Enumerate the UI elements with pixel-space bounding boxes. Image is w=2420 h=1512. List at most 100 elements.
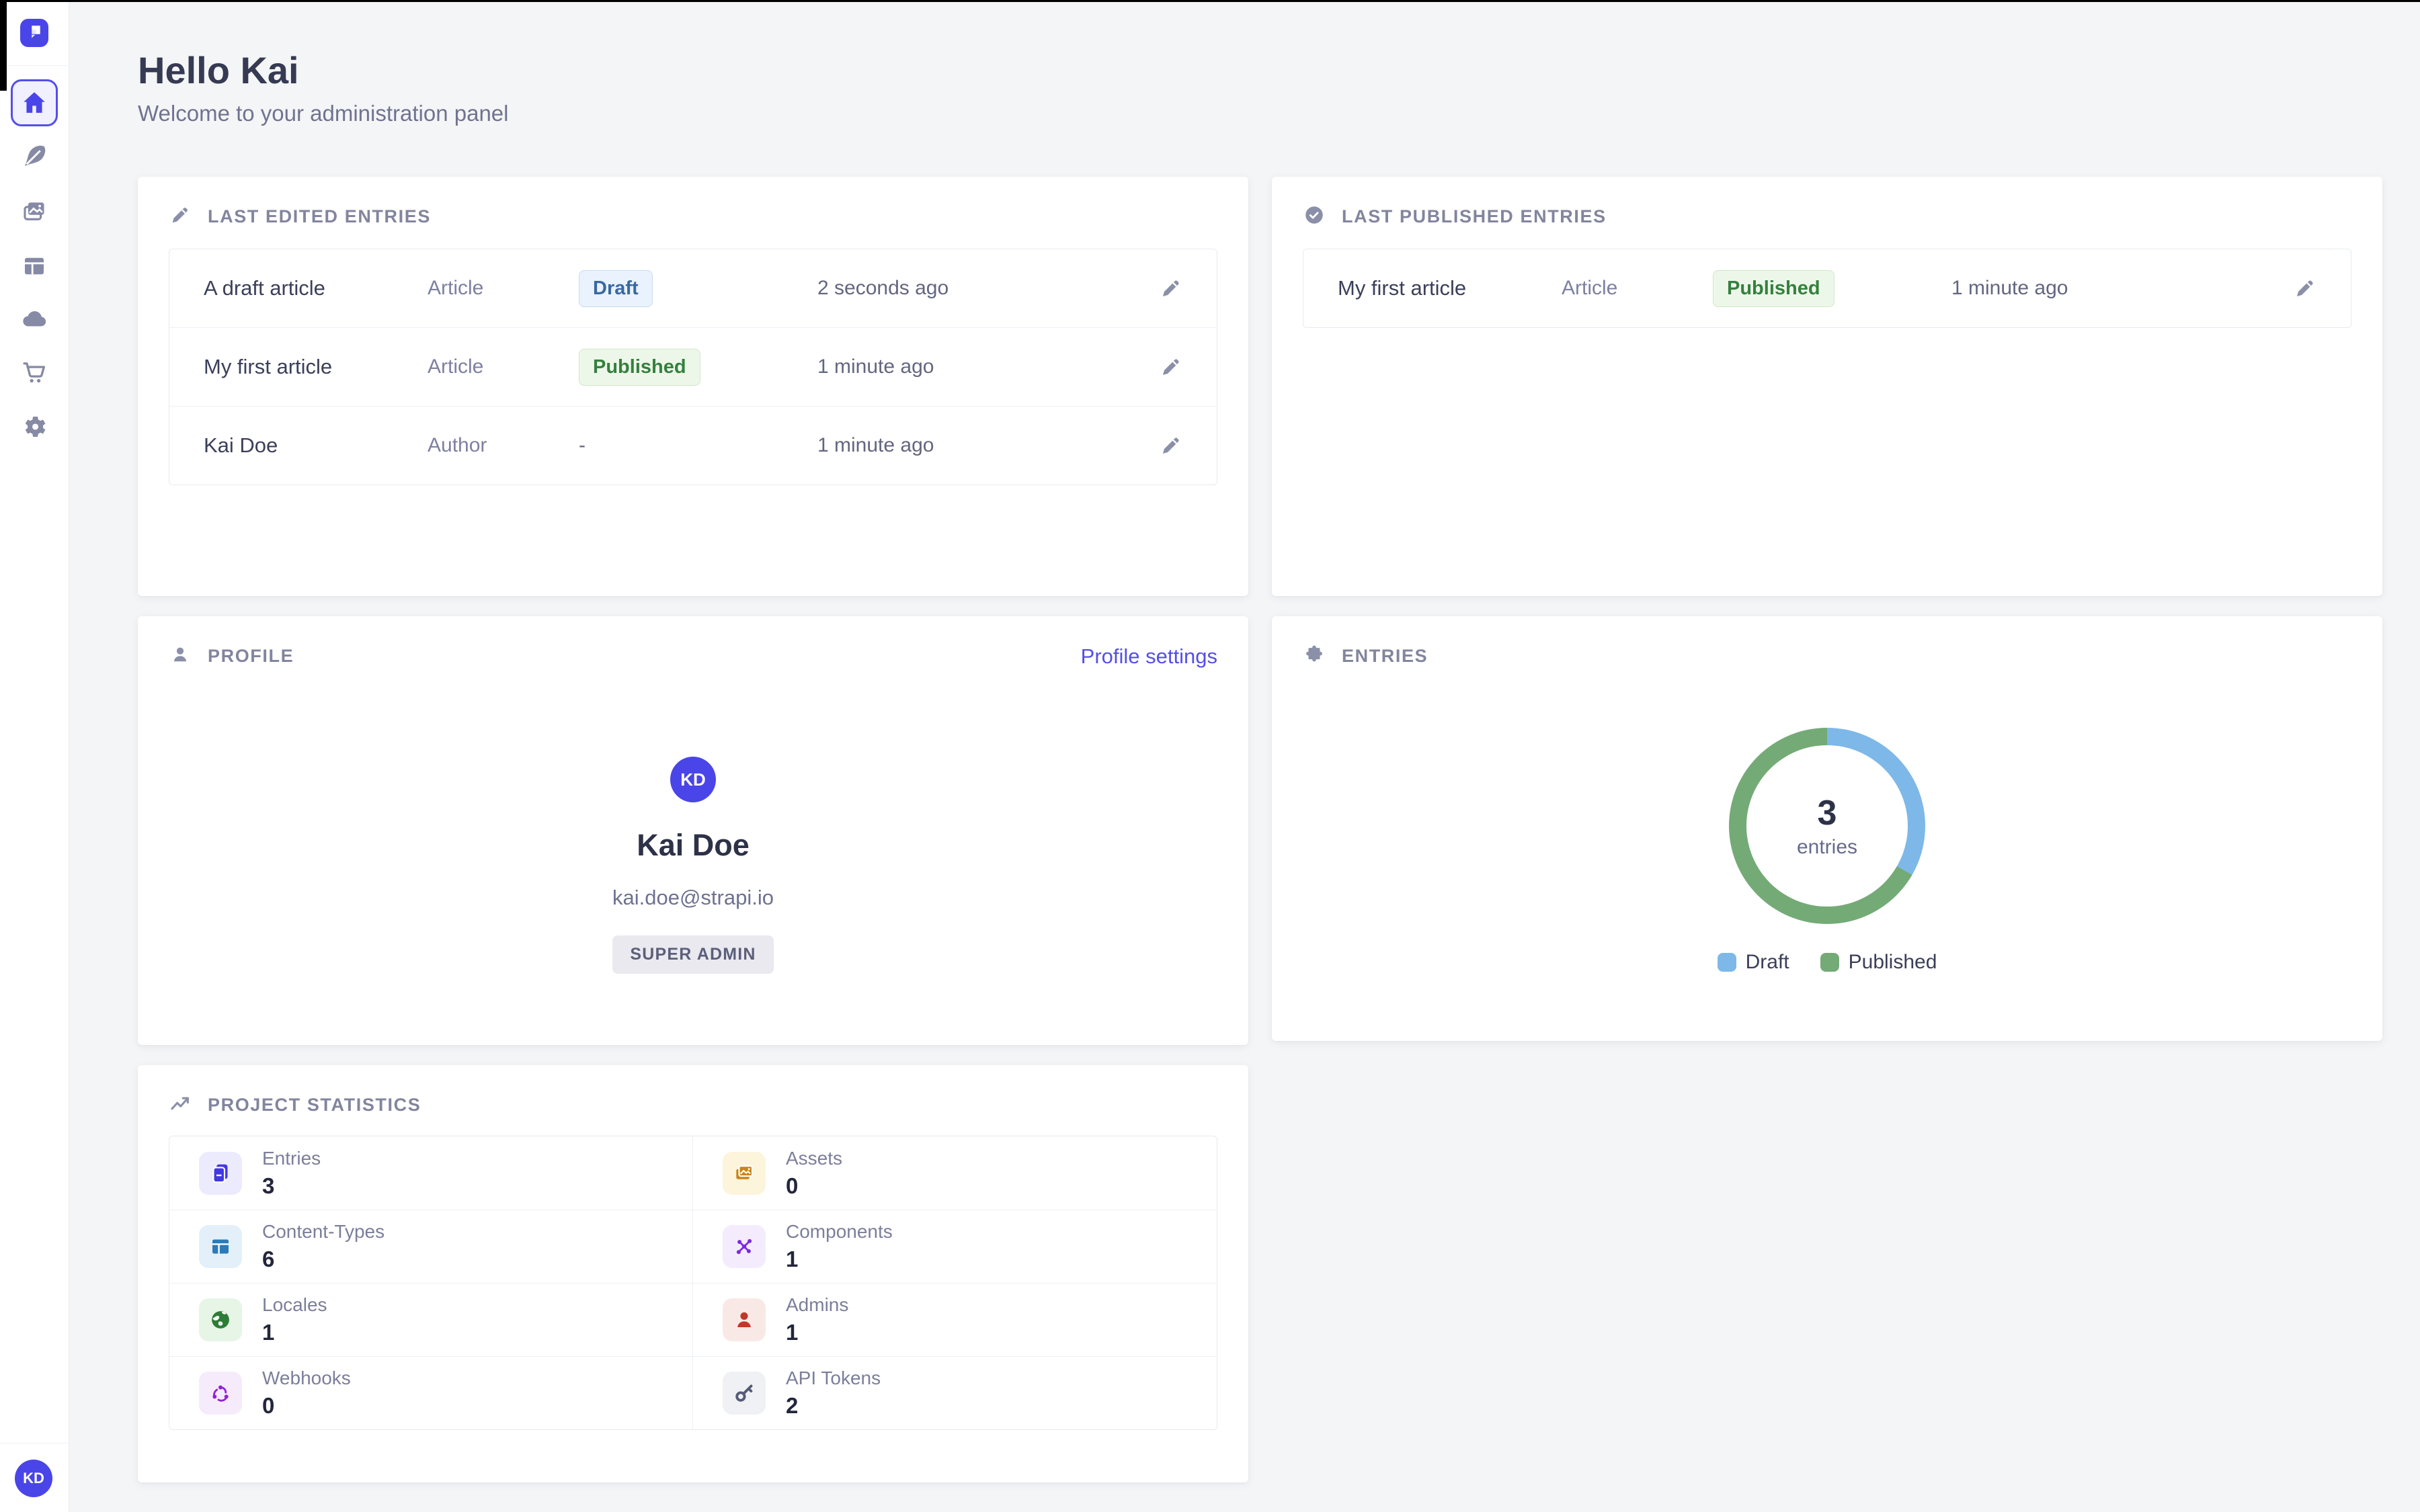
project-statistics-card: PROJECT STATISTICS Entries 3 — [138, 1065, 1248, 1482]
entry-time: 2 seconds ago — [817, 277, 949, 299]
entry-status: Published — [579, 348, 817, 386]
screen-edge-artifact-left — [0, 0, 7, 91]
last-published-entries-header: LAST PUBLISHED ENTRIES — [1272, 177, 2382, 230]
stat-value: 0 — [786, 1173, 799, 1198]
profile-body: KD Kai Doe kai.doe@strapi.io SUPER ADMIN — [138, 757, 1248, 974]
strapi-logo-icon — [24, 22, 44, 45]
stat-webhooks: Webhooks 0 — [169, 1356, 693, 1429]
images-icon — [723, 1151, 766, 1195]
last-edited-entries-title: LAST EDITED ENTRIES — [208, 206, 431, 226]
stat-value: 1 — [786, 1320, 799, 1345]
gear-icon — [20, 413, 48, 441]
table-row[interactable]: My first article Article Published 1 min… — [1303, 249, 2351, 327]
screen-edge-artifact-top — [0, 0, 2420, 2]
legend-swatch-published — [1820, 953, 1839, 972]
check-circle-icon — [1303, 204, 1326, 230]
legend-swatch-draft — [1717, 953, 1736, 972]
edit-entry-button[interactable] — [2289, 272, 2321, 304]
edit-entry-button[interactable] — [1155, 351, 1187, 383]
status-badge: Draft — [579, 269, 653, 307]
last-published-entries-card: LAST PUBLISHED ENTRIES My first article … — [1272, 177, 2382, 596]
entry-type: Article — [428, 355, 484, 378]
entry-type: Author — [428, 434, 487, 456]
entry-status: Draft — [579, 269, 817, 307]
entries-card: ENTRIES 3 entries Draft Published — [1272, 616, 2382, 1041]
stat-api-tokens: API Tokens 2 — [693, 1356, 1217, 1429]
entry-name: A draft article — [204, 276, 325, 300]
entry-name: My first article — [1338, 276, 1467, 300]
entry-status: Published — [1713, 269, 1951, 307]
stat-label: Content-Types — [262, 1221, 385, 1242]
profile-email: kai.doe@strapi.io — [612, 886, 774, 909]
sidebar-item-marketplace[interactable] — [11, 349, 58, 396]
nodes-icon — [723, 1225, 766, 1268]
avatar-initials: KD — [680, 769, 706, 790]
sidebar-item-content-manager[interactable] — [11, 133, 58, 180]
stat-label: Entries — [262, 1147, 321, 1169]
last-published-entries-table: My first article Article Published 1 min… — [1303, 249, 2351, 328]
table-row[interactable]: A draft article Article Draft 2 seconds … — [169, 249, 1217, 327]
stat-value: 1 — [262, 1320, 275, 1345]
project-statistics-title: PROJECT STATISTICS — [208, 1095, 421, 1115]
user-icon — [169, 643, 192, 669]
stat-value: 6 — [262, 1247, 275, 1271]
stat-label: Admins — [786, 1294, 849, 1315]
stat-value: 2 — [786, 1393, 799, 1418]
table-row[interactable]: Kai Doe Author - 1 minute ago — [169, 406, 1217, 485]
sidebar-divider — [0, 65, 69, 66]
stat-content-types: Content-Types 6 — [169, 1210, 693, 1283]
home-icon — [20, 89, 48, 117]
documents-icon — [199, 1151, 242, 1195]
page-title: Hello Kai — [138, 49, 299, 91]
sidebar-item-home[interactable] — [11, 79, 58, 126]
sidebar-user-avatar[interactable]: KD — [15, 1460, 52, 1497]
layout-icon — [20, 252, 48, 280]
legend-label-draft: Draft — [1745, 951, 1789, 973]
sidebar-item-deploy[interactable] — [11, 296, 58, 343]
entry-status: - — [579, 434, 817, 457]
donut-ring — [1729, 728, 1925, 924]
sidebar-item-settings[interactable] — [11, 403, 58, 450]
legend-label-published: Published — [1848, 951, 1937, 973]
profile-title: PROFILE — [208, 646, 294, 666]
stat-value: 0 — [262, 1393, 275, 1418]
sidebar-item-content-type-builder[interactable] — [11, 243, 58, 290]
stat-components: Components 1 — [693, 1210, 1217, 1283]
last-edited-entries-table: A draft article Article Draft 2 seconds … — [169, 249, 1217, 485]
donut-total: 3 — [1817, 794, 1837, 833]
entry-time: 1 minute ago — [817, 355, 934, 378]
strapi-logo[interactable] — [20, 19, 48, 47]
sidebar-item-media-library[interactable] — [11, 187, 58, 235]
cart-icon — [20, 358, 48, 386]
entries-title: ENTRIES — [1342, 646, 1428, 666]
stat-value: 3 — [262, 1173, 275, 1198]
cloud-icon — [20, 305, 48, 333]
key-icon — [723, 1372, 766, 1415]
donut-center: 3 entries — [1729, 728, 1925, 924]
edit-entry-button[interactable] — [1155, 429, 1187, 462]
page-subtitle: Welcome to your administration panel — [138, 101, 509, 126]
last-edited-entries-header: LAST EDITED ENTRIES — [138, 177, 1248, 230]
stat-label: Locales — [262, 1294, 327, 1315]
stat-assets: Assets 0 — [693, 1136, 1217, 1210]
profile-settings-link[interactable]: Profile settings — [1080, 644, 1217, 668]
edit-entry-button[interactable] — [1155, 272, 1187, 304]
role-badge: SUPER ADMIN — [612, 935, 774, 974]
stat-label: API Tokens — [786, 1368, 881, 1388]
legend-item-draft: Draft — [1717, 951, 1789, 974]
status-badge: Published — [579, 348, 700, 386]
stat-label: Components — [786, 1221, 893, 1242]
sidebar-user-initials: KD — [23, 1470, 44, 1486]
feather-icon — [20, 142, 48, 171]
table-row[interactable]: My first article Article Published 1 min… — [169, 327, 1217, 406]
stat-entries: Entries 3 — [169, 1136, 693, 1210]
donut-unit: entries — [1796, 836, 1858, 858]
admin-user-icon — [723, 1298, 766, 1341]
status-dash: - — [579, 434, 586, 456]
profile-name: Kai Doe — [637, 828, 750, 862]
profile-header: PROFILE Profile settings — [138, 616, 1248, 669]
legend-item-published: Published — [1820, 951, 1937, 974]
pencil-icon — [169, 204, 192, 230]
entry-time: 1 minute ago — [817, 434, 934, 456]
